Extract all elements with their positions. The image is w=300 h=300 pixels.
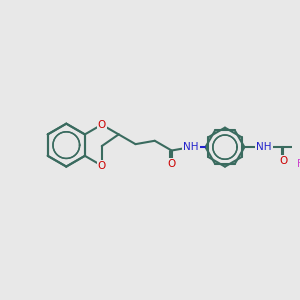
Text: O: O: [98, 160, 106, 171]
Text: O: O: [279, 156, 288, 166]
Text: NH: NH: [183, 142, 199, 152]
Text: NH: NH: [256, 142, 272, 152]
Text: O: O: [167, 159, 176, 169]
Text: O: O: [98, 120, 106, 130]
Text: F: F: [297, 159, 300, 169]
